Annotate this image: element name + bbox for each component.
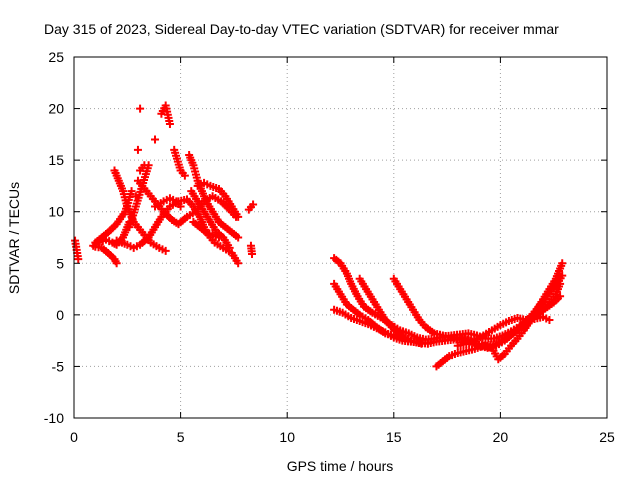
series-sat-g xyxy=(125,101,189,232)
data-point xyxy=(558,259,567,268)
series-sat-v xyxy=(458,271,567,352)
data-point xyxy=(165,120,174,129)
ticks-layer xyxy=(73,56,608,419)
y-tick-label: 15 xyxy=(48,152,64,168)
series-sat-r xyxy=(355,274,426,348)
y-tick-label: 5 xyxy=(56,255,64,271)
series-sat-i xyxy=(151,194,185,211)
data-point xyxy=(417,339,426,348)
x-tick-label: 10 xyxy=(279,429,295,445)
data-point xyxy=(545,316,554,325)
data-point xyxy=(161,246,170,255)
data-point xyxy=(234,259,243,268)
series-sat-n xyxy=(244,200,258,259)
plot-frame xyxy=(73,56,608,419)
series-sat-f xyxy=(112,195,243,268)
grid-layer xyxy=(74,57,607,418)
labels-layer: 0 5 10 15 20 25 -10 -5 0 5 10 15 20 25 xyxy=(44,49,615,445)
x-tick-label: 25 xyxy=(599,429,615,445)
x-tick-label: 0 xyxy=(70,429,78,445)
series-sat-m xyxy=(189,218,223,242)
series-sat-l xyxy=(193,178,243,221)
y-tick-label: 0 xyxy=(56,307,64,323)
series-sat-o xyxy=(330,254,565,344)
series-sat-c xyxy=(91,242,121,268)
data-point xyxy=(176,202,185,211)
data-point xyxy=(234,233,243,242)
series-sat-t xyxy=(432,259,567,371)
data-point xyxy=(214,233,223,242)
data-point xyxy=(136,104,145,113)
y-axis-label: SDTVAR / TECUs xyxy=(6,182,22,294)
chart-title: Day 315 of 2023, Sidereal Day-to-day VTE… xyxy=(44,21,559,37)
marks-layer xyxy=(71,101,567,371)
series-sat-a xyxy=(71,236,83,264)
data-point xyxy=(180,171,189,180)
data-point xyxy=(133,145,142,154)
series-sat-s xyxy=(389,274,473,345)
data-point xyxy=(144,161,153,170)
data-point xyxy=(127,187,136,196)
data-point xyxy=(151,135,160,144)
x-tick-label: 5 xyxy=(177,429,185,445)
y-tick-label: -10 xyxy=(44,410,64,426)
x-tick-label: 15 xyxy=(386,429,402,445)
y-tick-label: 25 xyxy=(48,49,64,65)
data-point xyxy=(248,250,257,259)
data-point xyxy=(249,200,258,209)
data-point xyxy=(74,255,83,264)
data-point xyxy=(225,243,234,252)
data-point xyxy=(234,212,243,221)
series-sat-b xyxy=(89,161,149,250)
y-tick-label: -5 xyxy=(52,358,65,374)
data-point xyxy=(558,271,567,280)
x-tick-label: 20 xyxy=(493,429,509,445)
y-tick-label: 20 xyxy=(48,101,64,117)
data-point xyxy=(112,259,121,268)
y-tick-label: 10 xyxy=(48,204,64,220)
x-axis-label: GPS time / hours xyxy=(287,458,394,474)
series-sat-q xyxy=(330,305,424,347)
